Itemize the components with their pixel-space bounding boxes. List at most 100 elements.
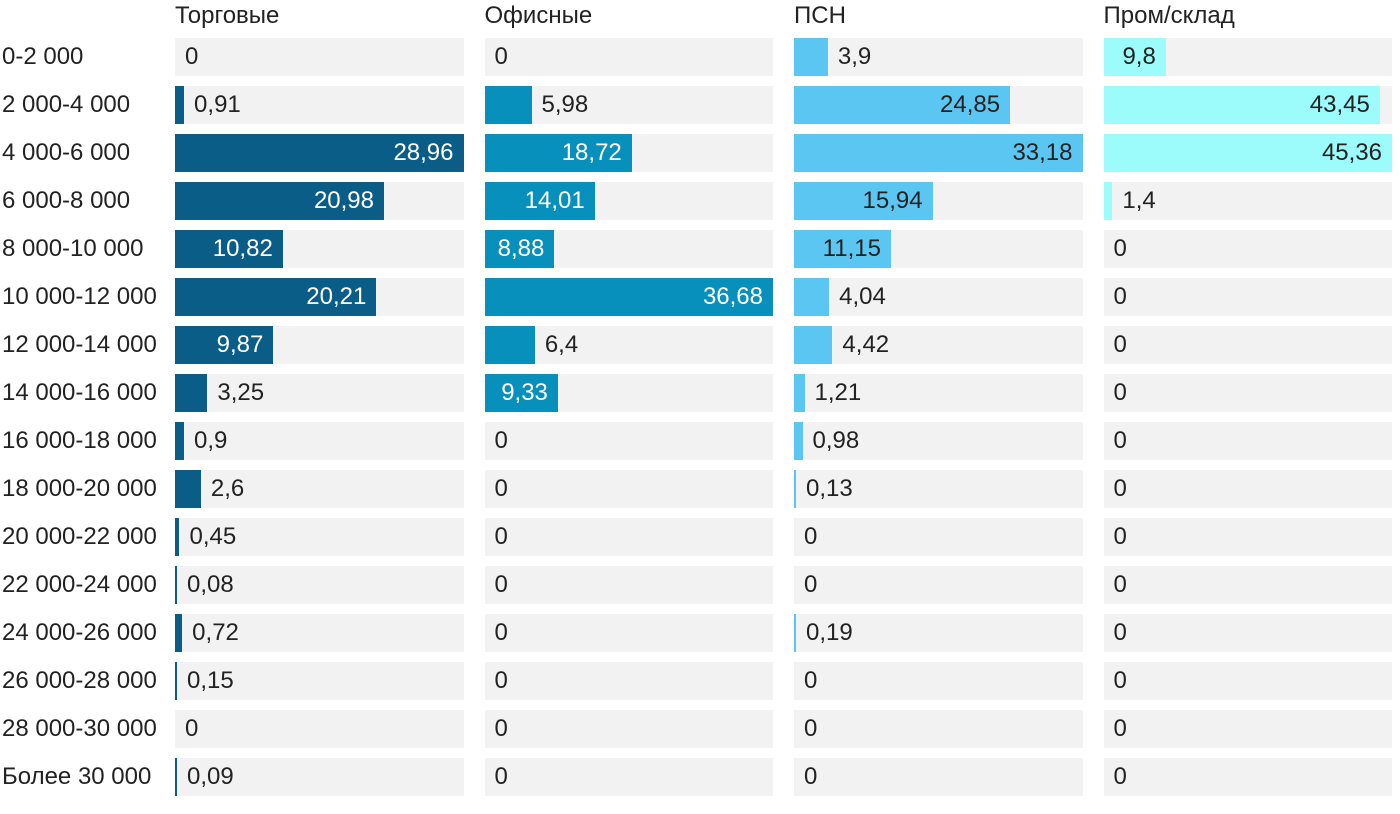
bar-value: 0 — [494, 475, 508, 502]
category-label: 0-2 000 — [2, 43, 84, 70]
bar-track: 20,21 — [175, 278, 464, 316]
bar-value: 0 — [804, 715, 818, 742]
bar-track: 0 — [794, 710, 1083, 748]
bar-track: 18,72 — [484, 134, 773, 172]
bar — [794, 278, 830, 316]
bar — [794, 182, 933, 220]
chart-row: 0-2 000 0 0 3,9 9,8 — [2, 38, 1392, 76]
bar-value: 11,15 — [822, 235, 881, 262]
bar-track: 0,98 — [794, 422, 1083, 460]
series-header: Офисные — [484, 2, 593, 29]
chart-row: 8 000-10 000 10,82 8,88 11,15 0 — [2, 230, 1392, 268]
bar-value: 8,88 — [497, 235, 545, 262]
bar — [175, 86, 185, 124]
category-label: 28 000-30 000 — [2, 715, 157, 742]
bar-track: 0 — [484, 614, 773, 652]
bar-track: 0 — [484, 38, 773, 76]
bar — [484, 326, 535, 364]
bar-value: 0 — [804, 667, 818, 694]
series-header: Пром/склад — [1103, 2, 1235, 29]
category-label: 4 000-6 000 — [2, 139, 131, 166]
bar-value: 43,45 — [1309, 91, 1370, 118]
category-label: 16 000-18 000 — [2, 427, 157, 454]
bar-track: 0 — [484, 422, 773, 460]
category-label: 8 000-10 000 — [2, 235, 144, 262]
bar-value: 0 — [804, 763, 818, 790]
bar-value: 0 — [494, 763, 508, 790]
bar-track: 10,82 — [175, 230, 464, 268]
bar — [175, 566, 177, 604]
bar-value: 0 — [494, 715, 508, 742]
bar-track: 1,21 — [794, 374, 1083, 412]
bar-value: 0 — [1113, 667, 1127, 694]
bar-value: 14,01 — [524, 187, 585, 214]
bar — [484, 278, 773, 316]
category-label: 6 000-8 000 — [2, 187, 131, 214]
bar-track: 0 — [484, 470, 773, 508]
bar-track: 5,98 — [484, 86, 773, 124]
bar — [794, 614, 796, 652]
bar — [175, 278, 377, 316]
bar-value: 0,91 — [194, 91, 241, 118]
bar-track: 0 — [484, 662, 773, 700]
bar-value: 10,82 — [212, 235, 273, 262]
bar — [175, 134, 464, 172]
bar-value: 1,21 — [814, 379, 862, 406]
bar-value: 0 — [185, 43, 199, 70]
bar-track: 28,96 — [175, 134, 464, 172]
bar-track: 0 — [175, 710, 464, 748]
bar-track: 0,91 — [175, 86, 464, 124]
bar-value: 45,36 — [1321, 139, 1382, 166]
bar-value: 0,72 — [192, 619, 239, 646]
bar — [484, 182, 595, 220]
series-header: Торговые — [175, 2, 280, 29]
bar-track: 0 — [484, 518, 773, 556]
bar — [175, 374, 208, 412]
bar-value: 6,4 — [544, 331, 579, 358]
bar — [175, 614, 183, 652]
bar — [1103, 134, 1392, 172]
bar-track: 4,42 — [794, 326, 1083, 364]
bar-value: 4,04 — [839, 283, 886, 310]
bar-track: 1,4 — [1103, 182, 1392, 220]
bar-value: 2,6 — [210, 475, 245, 502]
bar — [794, 422, 803, 460]
bar-value: 0 — [1113, 283, 1127, 310]
bar-value: 0 — [494, 571, 508, 598]
bar-value: 15,94 — [862, 187, 923, 214]
bar-value: 0 — [804, 523, 818, 550]
bar-track: 36,68 — [484, 278, 773, 316]
bar — [794, 86, 1011, 124]
bar-track: 0 — [794, 758, 1083, 796]
category-label: 14 000-16 000 — [2, 379, 157, 406]
bar — [794, 38, 828, 76]
bar-track: 11,15 — [794, 230, 1083, 268]
category-label: Более 30 000 — [2, 763, 152, 790]
category-label: 10 000-12 000 — [2, 283, 157, 310]
bar-track: 0 — [1103, 662, 1392, 700]
bar — [1103, 38, 1166, 76]
bar — [794, 230, 891, 268]
bar-value: 0 — [185, 715, 199, 742]
bar-track: 0 — [1103, 758, 1392, 796]
chart-row: 2 000-4 000 0,91 5,98 24,85 43,45 — [2, 86, 1392, 124]
bar-value: 36,68 — [702, 283, 763, 310]
bar-track: 2,6 — [175, 470, 464, 508]
bar-track: 0,19 — [794, 614, 1083, 652]
bar — [175, 422, 184, 460]
chart-header-row: Торговые Офисные ПСН Пром/склад — [2, 2, 1392, 30]
chart-row: 4 000-6 000 28,96 18,72 33,18 45,36 — [2, 134, 1392, 172]
bar-track: 0,09 — [175, 758, 464, 796]
bar-value: 0 — [494, 667, 508, 694]
bar-value: 0,45 — [189, 523, 237, 550]
bar-track: 0 — [484, 758, 773, 796]
chart-rows: 0-2 000 0 0 3,9 9,8 2 000-4 000 0,91 5,98 24,85 4… — [2, 38, 1392, 796]
bar-track: 0,08 — [175, 566, 464, 604]
chart-row: 20 000-22 000 0,45 0 0 0 — [2, 518, 1392, 556]
bar — [794, 470, 796, 508]
chart-row: 28 000-30 000 0 0 0 0 — [2, 710, 1392, 748]
chart-row: 26 000-28 000 0,15 0 0 0 — [2, 662, 1392, 700]
chart-row: 22 000-24 000 0,08 0 0 0 — [2, 566, 1392, 604]
bar-track: 0 — [484, 710, 773, 748]
bar-track: 3,25 — [175, 374, 464, 412]
